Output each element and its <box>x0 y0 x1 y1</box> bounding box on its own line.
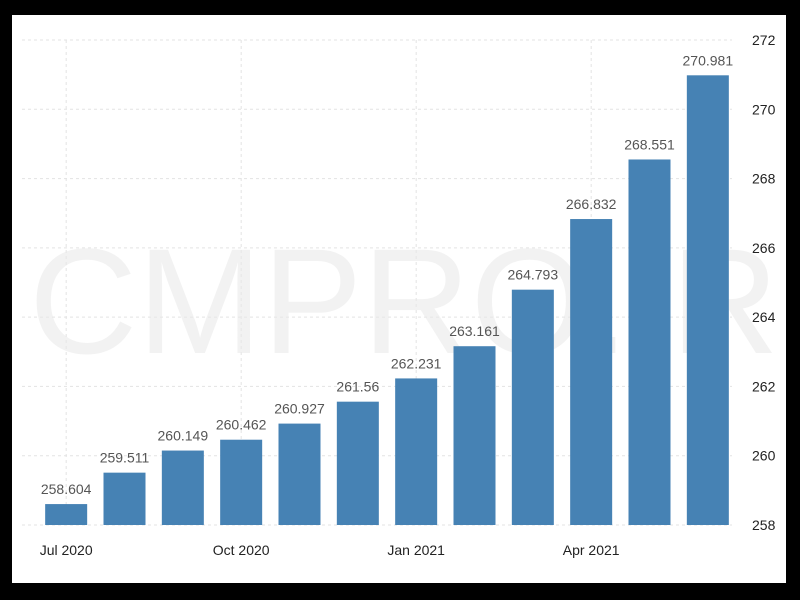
bar <box>220 439 263 525</box>
y-tick-label: 270 <box>752 101 776 117</box>
bar <box>511 289 554 525</box>
data-label: 261.56 <box>336 379 379 395</box>
bar <box>453 346 496 525</box>
bar <box>45 504 88 525</box>
y-tick-label: 268 <box>752 171 776 187</box>
y-tick-label: 266 <box>752 240 776 256</box>
bar <box>336 401 379 525</box>
x-tick-label: Oct 2020 <box>213 542 270 558</box>
y-axis-ticks: 258 260 262 264 266 268 270 272 <box>752 32 776 533</box>
bar <box>395 378 438 525</box>
y-tick-label: 264 <box>752 309 776 325</box>
data-label: 259.511 <box>100 450 150 466</box>
data-label: 258.604 <box>41 481 92 497</box>
y-tick-label: 272 <box>752 32 776 48</box>
bar <box>686 75 729 525</box>
data-label: 266.832 <box>566 196 617 212</box>
bar <box>103 472 146 525</box>
chart-frame: CMPRO.IR 258.604 259.511 260.149 260.462 260… <box>12 15 786 583</box>
y-tick-label: 258 <box>752 517 776 533</box>
y-tick-label: 260 <box>752 448 776 464</box>
y-tick-label: 262 <box>752 378 776 394</box>
x-tick-label: Apr 2021 <box>563 542 620 558</box>
bar <box>628 159 671 525</box>
bar-chart: CMPRO.IR 258.604259.511260.149260.462260… <box>22 32 779 558</box>
bars <box>45 75 729 525</box>
x-tick-label: Jan 2021 <box>387 542 445 558</box>
bar <box>570 219 613 525</box>
data-label: 270.981 <box>683 52 734 68</box>
data-label: 260.462 <box>216 417 267 433</box>
data-label: 260.149 <box>158 428 209 444</box>
x-axis-ticks: Jul 2020 Oct 2020 Jan 2021 Apr 2021 <box>40 542 620 558</box>
data-label: 263.161 <box>449 323 500 339</box>
bar <box>161 450 204 525</box>
data-label: 264.793 <box>508 267 559 283</box>
data-label: 260.927 <box>274 401 325 417</box>
data-label: 262.231 <box>391 355 442 371</box>
bar <box>278 423 321 525</box>
data-labels: 258.604 259.511 260.149 260.462 260.927 261.5… <box>41 52 733 497</box>
data-label: 268.551 <box>624 136 675 152</box>
x-tick-label: Jul 2020 <box>40 542 93 558</box>
